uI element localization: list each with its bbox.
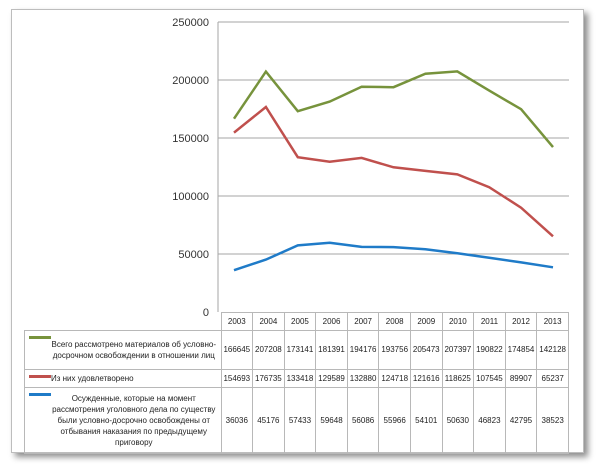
data-label: 89907 — [504, 368, 538, 388]
data-label: 173141 — [283, 329, 317, 370]
legend-label: Всего рассмотрено материалов об условно-… — [51, 339, 217, 360]
legend-label: Из них удовлетворено — [51, 373, 134, 383]
data-label: 55966 — [378, 386, 411, 454]
data-label: 46823 — [473, 386, 506, 454]
data-label: 129589 — [315, 368, 348, 388]
legend-cell: Всего рассмотрено материалов об условно-… — [24, 329, 222, 370]
data-label: 45176 — [252, 386, 285, 454]
data-label: 42795 — [504, 386, 538, 454]
data-label: 65237 — [536, 368, 569, 388]
table-row: Всего рассмотрено материалов об условно-… — [24, 329, 569, 370]
data-label: 121616 — [409, 368, 443, 388]
x-tick-label: 2004 — [252, 312, 285, 331]
legend-cell: Осужденные, которые на момент рассмотрен… — [24, 386, 222, 454]
x-tick-label: 2008 — [378, 312, 411, 331]
data-label: 54101 — [409, 386, 443, 454]
x-tick-label: 2012 — [504, 312, 538, 331]
data-label: 174854 — [504, 329, 538, 370]
y-tick-label: 200000 — [172, 75, 209, 87]
x-tick-label: 2009 — [409, 312, 443, 331]
data-label: 36036 — [220, 386, 254, 454]
x-tick-label: 2010 — [441, 312, 475, 331]
data-label: 207397 — [441, 329, 475, 370]
data-label: 57433 — [283, 386, 317, 454]
data-label: 124718 — [378, 368, 411, 388]
data-label: 181391 — [315, 329, 348, 370]
legend-swatch — [29, 374, 51, 378]
data-label: 50630 — [441, 386, 475, 454]
y-tick-label: 50000 — [178, 249, 209, 261]
table-row: Осужденные, которые на момент рассмотрен… — [24, 386, 569, 454]
data-label: 190822 — [473, 329, 506, 370]
data-label: 38523 — [536, 386, 569, 454]
data-label: 118625 — [441, 368, 475, 388]
legend-cell: Из них удовлетворено — [24, 368, 222, 388]
data-label: 142128 — [536, 329, 569, 370]
data-table: 2003 2004 2005 2006 2007 2008 2009 2010 2011 2012… — [24, 312, 569, 454]
table-corner — [24, 312, 222, 331]
data-label: 176735 — [252, 368, 285, 388]
legend-swatch — [29, 392, 51, 396]
series-line-1 — [233, 105, 554, 238]
data-label: 207208 — [252, 329, 285, 370]
data-label: 205473 — [409, 329, 443, 370]
table-header-row: 2003 2004 2005 2006 2007 2008 2009 2010 2011 2012… — [24, 312, 569, 331]
data-label: 132880 — [346, 368, 380, 388]
legend-swatch — [29, 335, 51, 339]
data-label: 59648 — [315, 386, 348, 454]
x-tick-label: 2013 — [536, 312, 569, 331]
data-label: 56086 — [346, 386, 380, 454]
data-label: 154693 — [220, 368, 254, 388]
series-line-2 — [233, 241, 554, 272]
x-tick-label: 2006 — [315, 312, 348, 331]
data-label: 194176 — [346, 329, 380, 370]
x-tick-label: 2011 — [473, 312, 506, 331]
x-tick-label: 2007 — [346, 312, 380, 331]
y-tick-label: 250000 — [172, 17, 209, 29]
x-tick-label: 2005 — [283, 312, 317, 331]
y-tick-label: 150000 — [172, 133, 209, 145]
legend-label: Осужденные, которые на момент рассмотрен… — [52, 393, 216, 447]
data-label: 193756 — [378, 329, 411, 370]
data-label: 133418 — [283, 368, 317, 388]
x-tick-label: 2003 — [220, 312, 254, 331]
data-label: 107545 — [473, 368, 506, 388]
series-line-0 — [232, 69, 554, 148]
data-label: 166645 — [220, 329, 254, 370]
table-row: Из них удовлетворено 154693 176735 133418 12… — [24, 368, 569, 388]
y-tick-label: 100000 — [172, 191, 209, 203]
